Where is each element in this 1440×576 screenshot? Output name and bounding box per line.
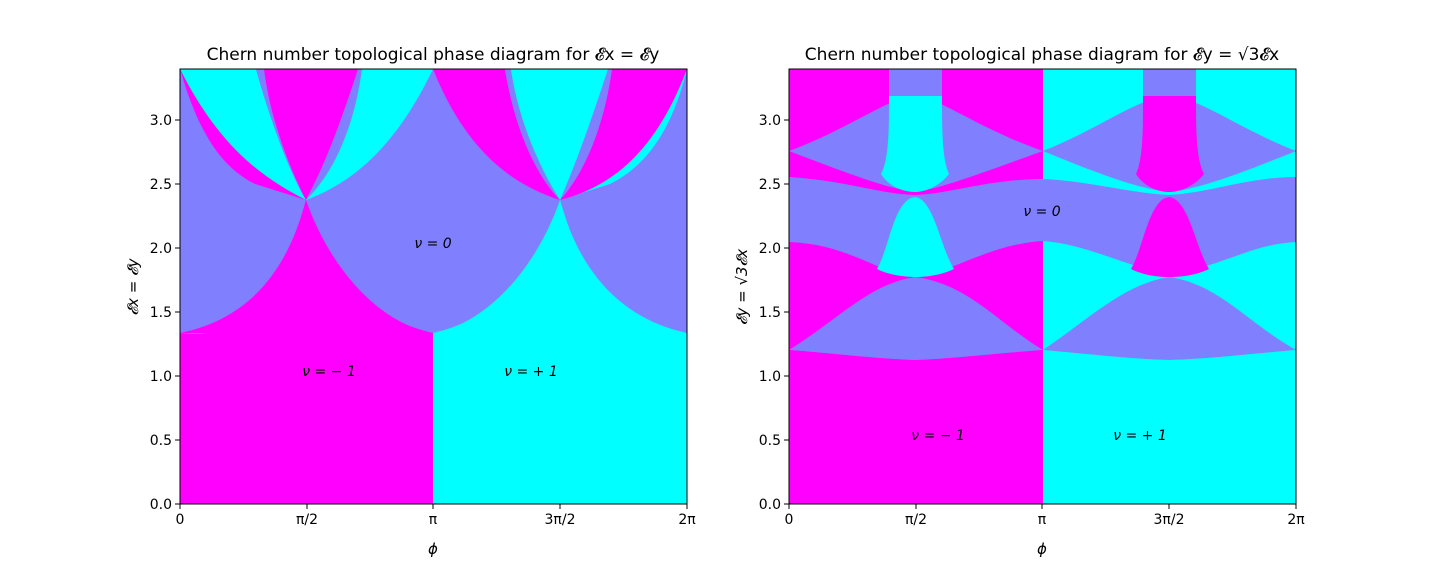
left-xtick-0: 0 <box>176 512 185 528</box>
right-mid-minus-bell <box>1131 197 1209 277</box>
left-ytick-5: 2.5 <box>150 177 172 193</box>
right-xtick-1: π/2 <box>905 512 927 528</box>
left-xtick-4: 2π <box>678 512 696 528</box>
right-top-plus-bell <box>881 96 949 192</box>
left-ytick-0: 0.0 <box>150 497 172 513</box>
right-top-zero-strip-right <box>1143 69 1196 96</box>
right-mid-plus-bell <box>877 197 954 277</box>
left-ytick-6: 3.0 <box>150 113 172 129</box>
right-top-minus-bell <box>1136 96 1204 192</box>
left-fan-b <box>256 69 306 200</box>
right-annotation-plus: ν = + 1 <box>1113 428 1167 444</box>
right-xtick-3: 3π/2 <box>1154 512 1185 528</box>
right-top-zero-strip-left <box>889 69 942 96</box>
left-y-axis-label: 𝓔x = 𝓔y <box>124 257 142 315</box>
left-fan-i <box>560 69 612 200</box>
left-fan-g <box>505 69 560 200</box>
right-ytick-4: 2.0 <box>759 241 781 257</box>
right-y-axis-label: 𝓔y = √3𝓔x <box>733 249 751 325</box>
right-ytick-0: 0.0 <box>759 497 781 513</box>
left-y-ticks <box>175 119 180 505</box>
left-phase-diagram: Chern number topological phase diagram f… <box>124 45 696 558</box>
left-x-ticks <box>179 504 688 509</box>
left-region-minus-lower <box>180 333 433 504</box>
right-ytick-1: 0.5 <box>759 433 781 449</box>
right-xtick-2: π <box>1038 512 1047 528</box>
right-ytick-5: 2.5 <box>759 177 781 193</box>
right-annotation-zero: ν = 0 <box>1023 204 1060 220</box>
left-fan-c <box>264 69 358 200</box>
right-plus-lower-arc <box>1043 350 1296 361</box>
right-minus-lower-arc <box>789 350 1043 361</box>
left-annotation-zero: ν = 0 <box>414 236 451 252</box>
right-xtick-4: 2π <box>1287 512 1305 528</box>
right-phase-diagram: Chern number topological phase diagram f… <box>733 45 1305 558</box>
left-ytick-3: 1.5 <box>150 305 172 321</box>
right-xtick-0: 0 <box>785 512 794 528</box>
right-x-axis-label: ϕ <box>1037 540 1047 558</box>
right-plus-lower <box>1043 360 1296 504</box>
left-fan-e <box>306 69 433 200</box>
left-xtick-1: π/2 <box>296 512 318 528</box>
left-chart-title: Chern number topological phase diagram f… <box>207 45 660 65</box>
left-xtick-2: π <box>429 512 438 528</box>
right-minus-lower <box>789 360 1043 504</box>
left-lens-minus <box>180 200 433 333</box>
right-ytick-2: 1.0 <box>759 369 781 385</box>
right-annotation-minus: ν = − 1 <box>911 428 965 444</box>
left-region-plus-lower <box>433 333 687 504</box>
left-fan-j <box>560 69 687 200</box>
left-lens-plus <box>433 200 687 333</box>
right-chart-title: Chern number topological phase diagram f… <box>805 45 1279 65</box>
left-fan-a <box>180 69 306 200</box>
left-region-zero <box>180 69 687 334</box>
left-xtick-3: 3π/2 <box>545 512 576 528</box>
left-annotation-plus: ν = + 1 <box>504 364 558 380</box>
right-x-ticks <box>788 504 1297 509</box>
right-y-ticks <box>784 119 789 505</box>
left-fan-d <box>306 69 362 200</box>
left-ytick-4: 2.0 <box>150 241 172 257</box>
right-lower-zero-right <box>1043 277 1296 360</box>
left-ytick-2: 1.0 <box>150 369 172 385</box>
right-ytick-3: 1.5 <box>759 305 781 321</box>
left-fan-h <box>511 69 608 200</box>
left-annotation-minus: ν = − 1 <box>302 364 356 380</box>
left-ytick-1: 0.5 <box>150 433 172 449</box>
left-fan-f <box>433 69 560 200</box>
right-ytick-6: 3.0 <box>759 113 781 129</box>
left-x-axis-label: ϕ <box>428 540 438 558</box>
right-lower-zero-left <box>789 277 1043 360</box>
